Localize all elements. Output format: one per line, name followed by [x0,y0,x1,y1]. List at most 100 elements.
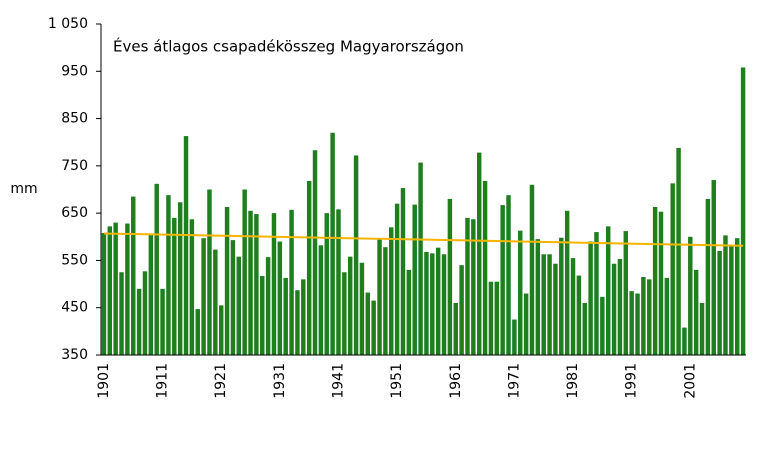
bar [383,247,388,355]
x-tick-label: 1941 [330,363,346,399]
bar [242,189,247,355]
bar [576,275,582,355]
bar [371,300,376,355]
bar [617,259,623,355]
bar [705,198,711,355]
bar [488,281,494,355]
bar [723,235,728,355]
bar [218,305,224,355]
bar [377,239,382,355]
bar [189,219,195,355]
bar [365,292,371,355]
x-tick-label: 1901 [96,363,112,399]
bar [494,281,500,355]
bar [195,309,200,355]
bar [664,277,670,355]
bar [647,279,652,355]
bar [699,302,705,355]
bar [107,226,113,355]
y-tick-label: 950 [61,63,88,79]
bar [506,195,511,355]
bar [635,293,640,355]
bar [353,155,359,355]
bar [277,241,283,355]
bar [570,258,576,355]
bar [547,254,552,355]
bar [435,247,441,355]
bar [324,213,329,355]
bar [254,214,259,355]
bar [289,209,294,355]
bar [482,180,488,355]
bar [336,209,341,355]
y-tick-label: 650 [61,205,88,221]
bar [330,132,335,355]
bar [160,288,165,355]
bar [131,196,136,355]
bar [476,152,482,355]
bar [260,276,265,355]
bar [629,291,634,355]
x-tick-label: 1961 [448,363,464,399]
bar [207,189,212,355]
bar [136,288,142,355]
bar [740,67,746,355]
bar [148,234,154,355]
bar [224,206,230,355]
bar [676,147,681,355]
bar [295,290,300,355]
bar [459,265,464,355]
bar [582,302,587,355]
bar [734,238,740,355]
bar [125,223,130,355]
bar [113,222,118,355]
bar [318,245,324,355]
bar [201,238,206,355]
bar [430,253,435,355]
bar [183,136,189,355]
bar [412,204,417,355]
bar [600,296,605,355]
y-tick-label: 450 [61,300,88,316]
bar [670,183,675,355]
y-tick-label: 550 [61,252,88,268]
bar [559,237,564,355]
bar [424,251,429,355]
y-tick-label: 1 050 [48,16,88,32]
bar [729,246,734,355]
bar [541,254,546,355]
bar [465,217,470,355]
bar [418,162,423,355]
bar [500,205,505,355]
x-tick-label: 1931 [272,363,288,399]
bar [553,263,558,355]
bar [717,250,722,355]
x-tick-label: 1951 [389,363,405,399]
bar [441,254,447,355]
bar [471,219,476,355]
x-tick-label: 1921 [213,363,229,399]
bar [688,236,693,355]
bar [693,269,699,355]
bar [447,198,453,355]
bar [682,327,687,355]
bar [529,184,535,355]
bar [166,195,171,355]
bar [265,257,271,355]
bar [347,256,353,355]
bar [453,302,458,355]
x-tick-label: 1971 [506,363,522,399]
bar [119,272,124,355]
bar [154,183,159,355]
bar [142,271,148,355]
bar [605,226,611,355]
bar [306,180,312,355]
bar [523,293,529,355]
bar [594,232,599,355]
bar [230,240,236,355]
bar [518,230,523,355]
y-axis-label: mm [10,181,37,197]
bar [623,231,629,355]
bar [564,210,570,355]
bar [652,206,658,355]
